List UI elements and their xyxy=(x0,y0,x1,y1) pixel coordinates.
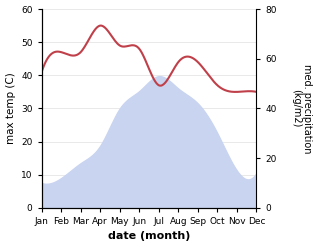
Y-axis label: max temp (C): max temp (C) xyxy=(5,73,16,144)
X-axis label: date (month): date (month) xyxy=(108,231,190,242)
Y-axis label: med. precipitation
(kg/m2): med. precipitation (kg/m2) xyxy=(291,64,313,153)
